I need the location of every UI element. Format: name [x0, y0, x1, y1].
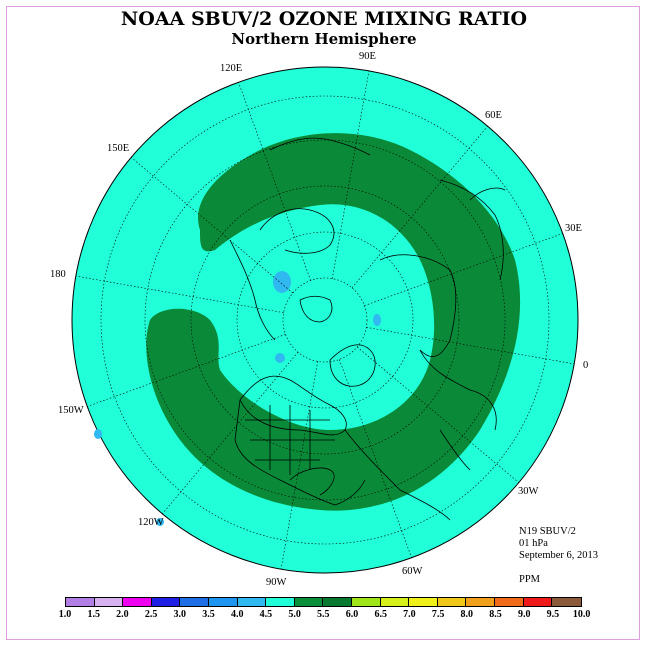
- colorbar-label: 4.0: [230, 609, 244, 620]
- colorbar-label: 8.5: [489, 609, 502, 620]
- colorbar-label: 4.5: [259, 609, 273, 620]
- lon-label-120e: 120E: [220, 63, 243, 74]
- colorbar: [65, 597, 582, 607]
- units-label: PPM: [519, 574, 541, 585]
- colorbar-cell: [151, 598, 181, 606]
- lon-label-30e: 30E: [565, 223, 582, 234]
- coastlines: [229, 137, 506, 521]
- colorbar-label: 5.5: [317, 609, 330, 620]
- colorbar-cell: [208, 598, 238, 606]
- low-spot-4: [94, 429, 102, 439]
- low-spot-3: [373, 314, 381, 326]
- colorbar-cell: [380, 598, 410, 606]
- colorbar-cell: [266, 598, 295, 606]
- colorbar-cell: [180, 598, 209, 606]
- meridian-line: [130, 157, 294, 294]
- colorbar-label: 10.0: [572, 609, 591, 620]
- colorbar-label: 5.0: [288, 609, 301, 620]
- low-spot-2: [275, 353, 285, 363]
- lon-label-150e: 150E: [107, 143, 130, 154]
- colorbar-cell: [94, 598, 124, 606]
- lon-label-90e: 90E: [359, 51, 376, 62]
- colorbar-label: 6.0: [345, 609, 359, 620]
- meridian-line: [87, 334, 286, 407]
- pressure-label: 01 hPa: [519, 538, 548, 549]
- plot-frame: [6, 6, 640, 640]
- meridian-line: [331, 70, 370, 279]
- meridian-line: [75, 275, 284, 314]
- colorbar-cell: [237, 598, 267, 606]
- lon-label-120w: 120W: [138, 517, 164, 528]
- lon-label-180: 180: [50, 269, 66, 280]
- colorbar-label: 6.5: [374, 609, 387, 620]
- colorbar-cell: [523, 598, 553, 606]
- latitude-circles: [100, 95, 550, 545]
- colorbar-cell: [552, 598, 581, 606]
- colorbar-label: 1.5: [87, 609, 100, 620]
- colorbar-cell: [409, 598, 438, 606]
- colorbar-label: 7.0: [403, 609, 416, 620]
- colorbar-label: 9.5: [546, 609, 560, 620]
- low-spot-5: [156, 518, 164, 526]
- colorbar-cell: [494, 598, 524, 606]
- lon-label-30w: 30W: [518, 486, 539, 497]
- ozone-band-layer: [146, 133, 521, 511]
- low-spot-1: [273, 271, 291, 293]
- lon-label-0: 0: [583, 360, 589, 371]
- colorbar-label: 3.5: [202, 609, 215, 620]
- colorbar-label: 7.5: [431, 609, 445, 620]
- meridian-line: [238, 82, 311, 281]
- colorbar-label: 9.0: [517, 609, 531, 620]
- meridians: [75, 70, 575, 570]
- meridian-line: [280, 361, 319, 570]
- colorbar-label: 3.0: [173, 609, 187, 620]
- meridian-line: [351, 125, 488, 289]
- colorbar-label: 1.0: [58, 609, 72, 620]
- colorbar-cell: [123, 598, 152, 606]
- colorbar-cell: [351, 598, 381, 606]
- map-subtitle: Northern Hemisphere: [231, 30, 417, 48]
- colorbar-cell: [66, 598, 95, 606]
- meridian-line: [364, 233, 563, 306]
- ozone-high-band: [146, 133, 521, 511]
- meridian-line: [162, 351, 299, 515]
- lon-label-150w: 150W: [58, 405, 84, 416]
- colorbar-cell: [466, 598, 495, 606]
- meridian-line: [356, 346, 520, 483]
- map-title: NOAA SBUV/2 OZONE MIXING RATIO: [120, 8, 528, 30]
- lon-label-60w: 60W: [402, 566, 423, 577]
- colorbar-label: 2.5: [144, 609, 158, 620]
- colorbar-cell: [437, 598, 467, 606]
- lon-label-90w: 90W: [266, 577, 287, 588]
- lon-label-60e: 60E: [485, 110, 502, 121]
- colorbar-cell: [294, 598, 324, 606]
- colorbar-label: 8.0: [460, 609, 474, 620]
- meridian-line: [366, 326, 575, 365]
- colorbar-label: 2.0: [116, 609, 129, 620]
- instrument-label: N19 SBUV/2: [519, 526, 576, 537]
- colorbar-cell: [323, 598, 352, 606]
- meridian-line: [339, 359, 412, 558]
- date-label: September 6, 2013: [519, 550, 599, 561]
